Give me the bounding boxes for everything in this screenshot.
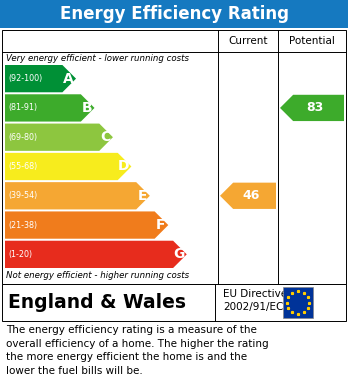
Text: Very energy efficient - lower running costs: Very energy efficient - lower running co… [6,54,189,63]
Polygon shape [5,212,168,239]
Text: Not energy efficient - higher running costs: Not energy efficient - higher running co… [6,271,189,280]
Text: (39-54): (39-54) [8,191,37,200]
Text: B: B [82,101,92,115]
Polygon shape [280,95,344,121]
Bar [283,287,313,318]
Text: England & Wales: England & Wales [8,293,186,312]
Text: G: G [174,248,185,261]
Text: 83: 83 [307,101,324,115]
Bar [2,30,346,284]
Text: (69-80): (69-80) [8,133,37,142]
Text: The energy efficiency rating is a measure of the
overall efficiency of a home. T: The energy efficiency rating is a measur… [6,325,269,376]
Text: EU Directive
2002/91/EC: EU Directive 2002/91/EC [223,289,287,312]
Polygon shape [5,65,76,92]
Text: (55-68): (55-68) [8,162,37,171]
Text: Current: Current [228,36,268,46]
Text: Potential: Potential [289,36,335,46]
Text: (81-91): (81-91) [8,104,37,113]
Text: E: E [137,189,147,203]
Text: 46: 46 [243,189,260,202]
Bar [0,0,348,28]
Bar [2,284,346,321]
Text: (21-38): (21-38) [8,221,37,230]
Text: Energy Efficiency Rating: Energy Efficiency Rating [60,5,288,23]
Text: D: D [118,160,130,174]
Text: A: A [63,72,74,86]
Polygon shape [5,124,113,151]
Text: F: F [156,218,166,232]
Text: C: C [100,130,111,144]
Polygon shape [5,94,95,122]
Text: (92-100): (92-100) [8,74,42,83]
Polygon shape [5,153,132,180]
Polygon shape [5,241,187,268]
Polygon shape [5,182,150,210]
Text: (1-20): (1-20) [8,250,32,259]
Polygon shape [220,183,276,209]
